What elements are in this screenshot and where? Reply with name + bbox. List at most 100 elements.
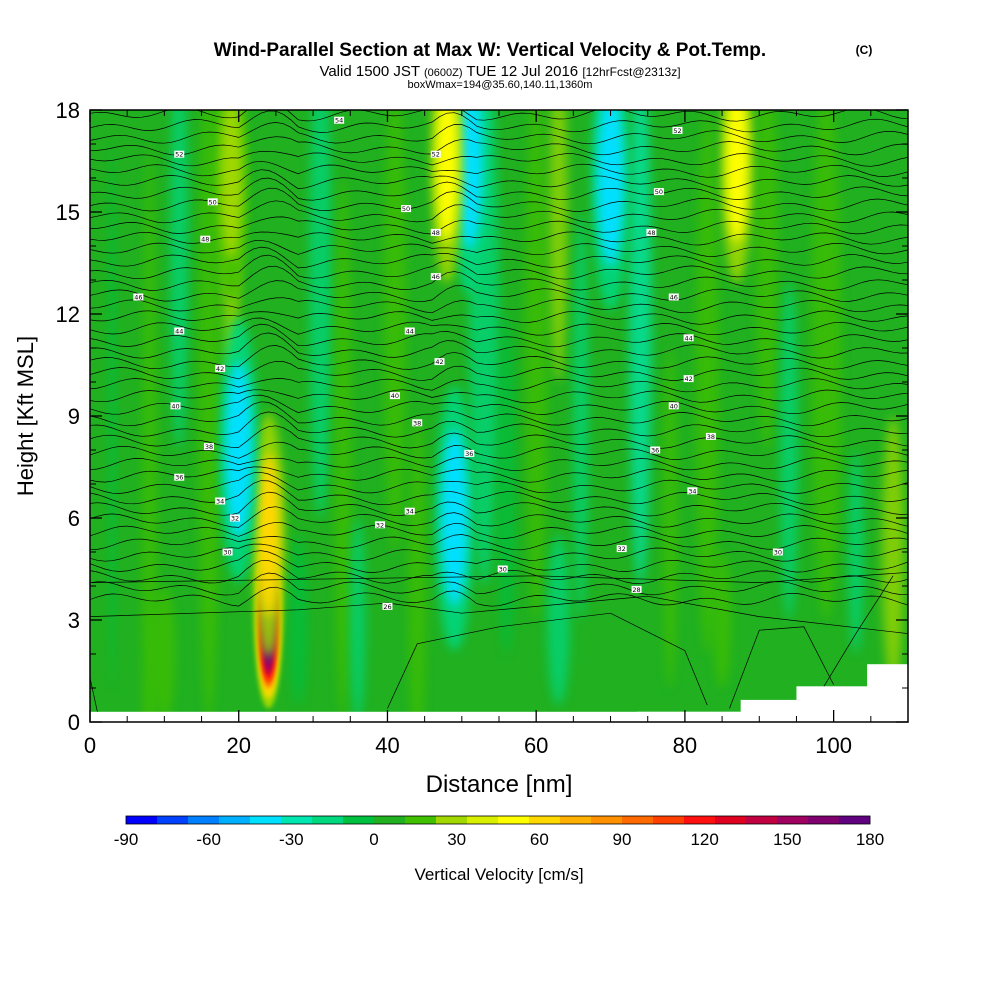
colorbar-segment	[808, 816, 840, 824]
theta-contour-line	[90, 231, 908, 246]
theta-contour-line	[90, 360, 908, 381]
contour-label: 30	[222, 548, 233, 557]
colorbar-tick-label: 60	[530, 830, 549, 849]
velocity-feature	[257, 453, 280, 617]
y-tick-label: 0	[68, 710, 80, 735]
contour-label: 40	[668, 402, 679, 410]
figure-title: Wind-Parallel Section at Max W: Vertical…	[214, 40, 766, 61]
contour-label-text: 46	[134, 294, 142, 302]
contour-label: 44	[404, 327, 415, 336]
contour-label: 38	[412, 419, 423, 427]
colorbar-tick-label: 30	[447, 830, 466, 849]
x-tick-label: 20	[226, 733, 250, 758]
colorbar-segment	[653, 816, 685, 824]
contour-label-text: 32	[231, 515, 239, 523]
figure-subtitle: Valid 1500 JST (0600Z) TUE 12 Jul 2016 […	[319, 63, 680, 80]
theta-contour-line	[90, 122, 908, 145]
contour-label: 48	[646, 228, 657, 237]
theta-contour-line	[90, 550, 908, 573]
contour-label-text: 52	[673, 127, 681, 135]
contour-label-text: 42	[435, 358, 443, 366]
colorbar-segment	[467, 816, 499, 824]
colorbar-segment	[560, 816, 592, 824]
colorbar-segment	[312, 816, 344, 824]
contour-label-text: 38	[707, 433, 715, 441]
velocity-feature	[435, 110, 459, 243]
contour-label: 50	[401, 205, 412, 213]
theta-contour-line	[90, 506, 908, 528]
theta-contours	[90, 110, 908, 712]
colorbar-segment	[374, 816, 406, 824]
colorbar-segment	[436, 816, 468, 824]
colorbar-segment	[746, 816, 778, 824]
contour-label: 50	[207, 198, 218, 206]
theta-contour-line	[90, 677, 98, 712]
y-tick-label: 18	[56, 98, 80, 123]
copyright-mark: (C)	[856, 43, 873, 57]
theta-contour-line	[90, 177, 908, 201]
colorbar-segment	[405, 816, 437, 824]
theta-contour-line	[90, 586, 908, 607]
theta-contour-line	[90, 239, 908, 257]
contour-label-text: 50	[655, 188, 663, 196]
theta-contour-line	[729, 626, 834, 709]
velocity-feature	[225, 361, 253, 539]
subtitle-valid: Valid 1500 JST	[319, 63, 419, 80]
contour-label: 32	[375, 521, 386, 529]
colorbar-segment	[219, 816, 251, 824]
contour-label-text: 34	[216, 498, 224, 506]
velocity-feature	[220, 110, 243, 260]
theta-contour-line	[90, 323, 908, 348]
contour-label-text: 48	[432, 229, 440, 237]
theta-contour-line	[90, 332, 908, 359]
colorbar-segment	[684, 816, 716, 824]
contour-label-text: 44	[175, 328, 183, 336]
colorbar-tick-label: -60	[196, 830, 221, 849]
contour-label-text: 52	[432, 151, 440, 159]
box-info: boxWmax=194@35.60,140.11,1360m	[408, 79, 593, 91]
theta-contour-line	[90, 265, 908, 291]
contour-label: 40	[389, 392, 400, 400]
theta-contour-line	[90, 280, 908, 303]
contour-label: 46	[133, 293, 144, 302]
theta-contour-line	[90, 317, 908, 336]
theta-contour-line	[90, 216, 908, 235]
colorbar-tick-label: 120	[690, 830, 718, 849]
theta-contour-line	[90, 389, 908, 404]
theta-contour-line	[90, 160, 908, 178]
contour-label-text: 50	[402, 205, 410, 213]
contour-label: 36	[650, 446, 661, 455]
theta-contour-line	[90, 491, 908, 517]
contour-label-text: 42	[684, 375, 692, 383]
theta-contour-line	[90, 456, 908, 472]
theta-contour-line	[90, 595, 908, 634]
contour-label: 42	[215, 364, 226, 373]
contour-label: 52	[174, 150, 185, 159]
colorbar-tick-label: 150	[773, 830, 801, 849]
y-tick-label: 9	[68, 404, 80, 429]
contour-label: 36	[464, 449, 475, 458]
contour-label-text: 34	[406, 508, 414, 516]
theta-contour-line	[90, 534, 908, 551]
colorbar-tick-label: -30	[279, 830, 304, 849]
contour-label-text: 40	[171, 402, 179, 410]
colorbar-label: Vertical Velocity [cm/s]	[414, 865, 583, 884]
contour-label: 34	[404, 507, 415, 516]
contour-label-text: 28	[632, 586, 640, 594]
colorbar-segment	[250, 816, 282, 824]
colorbar-segment	[188, 816, 220, 824]
theta-contour-line	[90, 254, 908, 280]
contour-label-text: 34	[688, 487, 696, 495]
contour-label-text: 36	[651, 447, 659, 455]
contour-label-text: 30	[499, 566, 507, 574]
theta-contour-line	[90, 110, 908, 133]
theta-contour-line	[90, 411, 908, 438]
contour-labels: 54 52 52 52 50 50 50 48 48 48 46 46 46 44 44 44 42 42 42 40…	[133, 116, 783, 611]
contour-label-text: 32	[376, 521, 384, 529]
contour-label: 42	[434, 358, 445, 366]
velocity-feature	[725, 110, 749, 243]
contour-label-text: 38	[205, 443, 213, 451]
contour-label: 34	[215, 497, 226, 506]
contour-label: 30	[772, 548, 783, 557]
